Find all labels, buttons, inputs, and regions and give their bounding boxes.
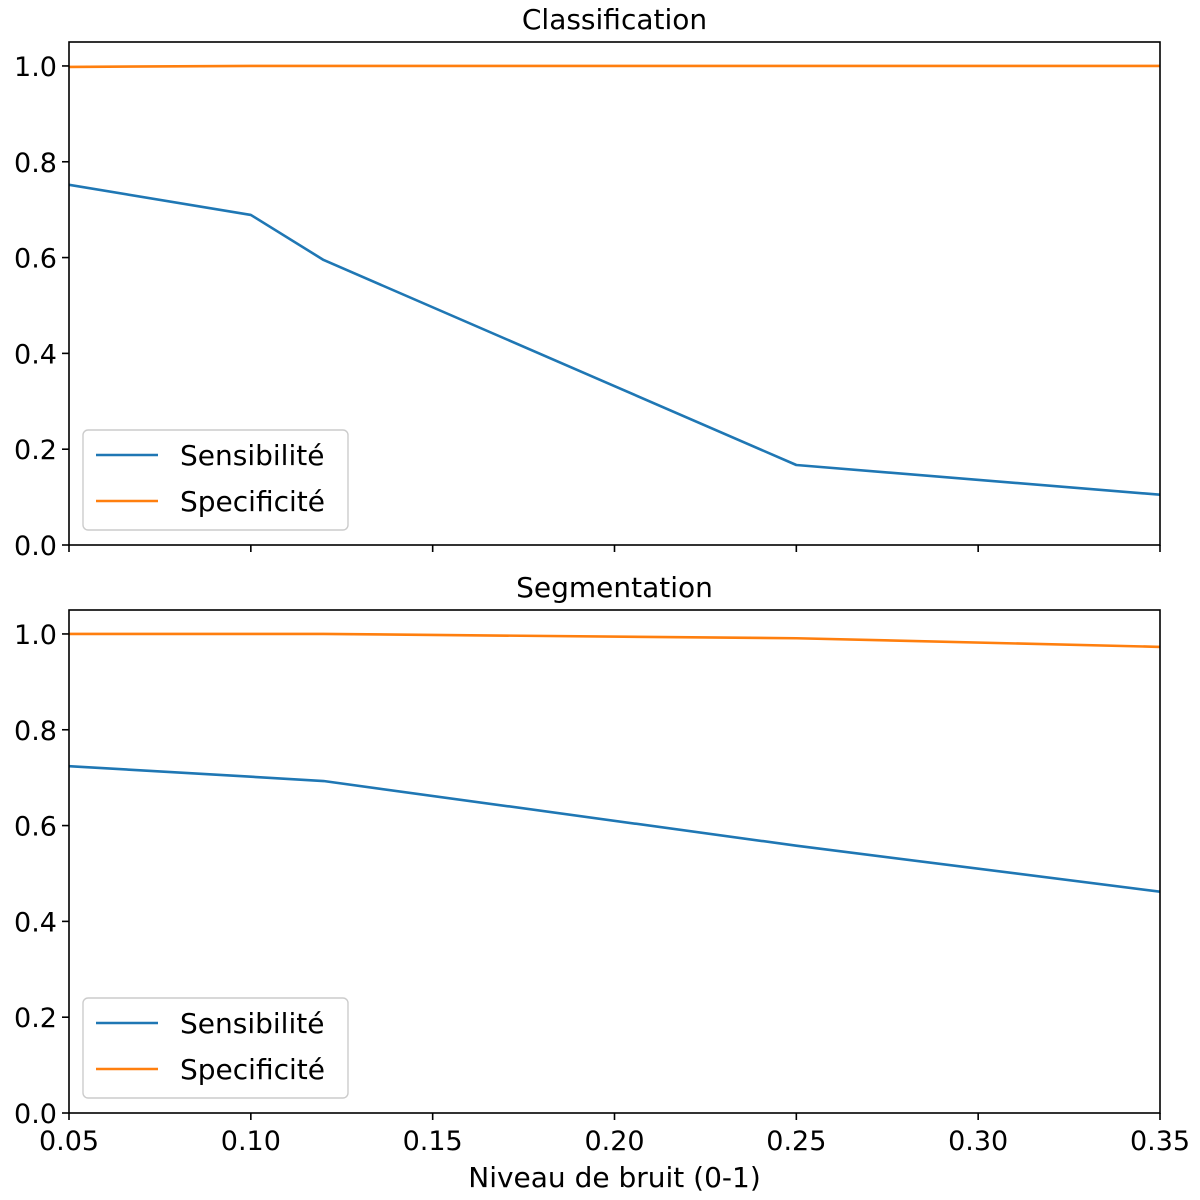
legend-label: Sensibilité	[180, 1007, 324, 1040]
legend-label: Specificité	[180, 485, 325, 518]
y-tick-label: 1.0	[14, 52, 57, 83]
x-tick-label: 0.10	[221, 1126, 281, 1157]
x-tick-label: 0.25	[766, 1126, 826, 1157]
y-tick-label: 0.2	[14, 435, 57, 466]
series-line-specificit	[69, 632, 1160, 649]
series-line-specificit	[69, 64, 1160, 69]
legend: Sensibilité Specificité	[82, 997, 349, 1099]
y-tick-label: 0.6	[14, 244, 57, 275]
x-tick-label: 0.30	[948, 1126, 1008, 1157]
y-tick-label: 0.8	[14, 716, 57, 747]
y-tick-label: 0.6	[14, 812, 57, 843]
chart-panel-2: Segmentation 0.0 0.2 0.4 0.6 0.8 1.0 0.05 0.10 0.…	[14, 571, 1190, 1194]
chart-panel-1: Classification 0.0 0.2 0.4 0.6 0.8 1.0 Sensibil…	[14, 3, 1161, 562]
y-tick-label: 0.8	[14, 148, 57, 179]
series-line-sensibilit	[69, 183, 1160, 497]
y-tick-label: 0.0	[14, 1099, 57, 1130]
y-tick-label: 0.0	[14, 531, 57, 562]
legend-label: Specificité	[180, 1053, 325, 1086]
x-tick-label: 0.35	[1130, 1126, 1190, 1157]
x-tick-label: 0.20	[584, 1126, 644, 1157]
y-tick-label: 0.4	[14, 339, 57, 370]
chart-title: Segmentation	[516, 571, 713, 604]
y-tick-label: 0.4	[14, 907, 57, 938]
y-tick-label: 1.0	[14, 620, 57, 651]
chart-title: Classification	[522, 3, 707, 36]
series-line-sensibilit	[69, 764, 1160, 893]
x-tick-label: 0.05	[39, 1126, 99, 1157]
legend-label: Sensibilité	[180, 439, 324, 472]
x-axis-label: Niveau de bruit (0-1)	[468, 1161, 761, 1194]
x-tick-label: 0.15	[403, 1126, 463, 1157]
y-tick-label: 0.2	[14, 1003, 57, 1034]
legend: Sensibilité Specificité	[82, 429, 349, 531]
